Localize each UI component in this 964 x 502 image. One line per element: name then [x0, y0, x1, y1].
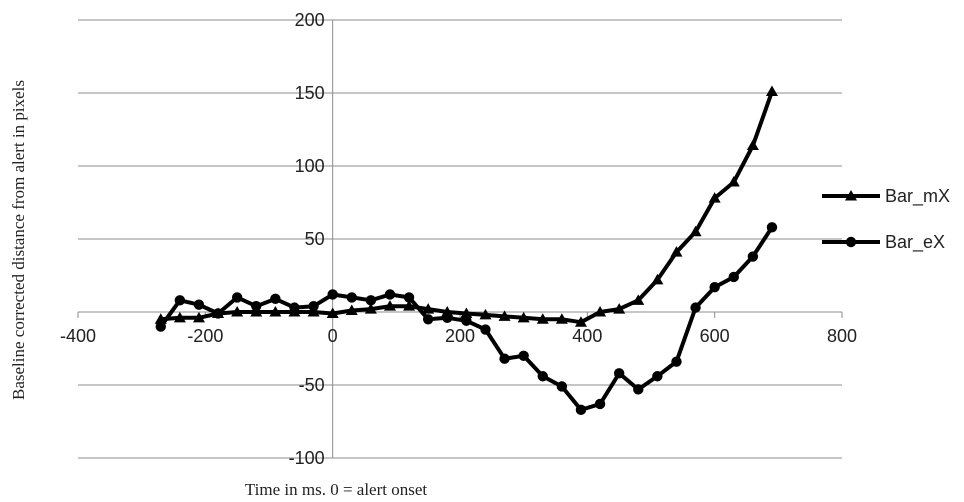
data-point-Bar_eX: [480, 324, 491, 335]
data-point-Bar_mX: [479, 308, 492, 320]
data-point-Bar_eX: [193, 299, 205, 310]
series-line-Bar_mX: [158, 89, 774, 325]
y-axis-title: Baseline corrected distance from alert i…: [9, 80, 28, 400]
data-point-Bar_mX: [651, 273, 664, 285]
data-point-Bar_eX: [633, 384, 644, 395]
data-point-Bar_mX: [326, 307, 339, 318]
data-point-Bar_eX: [537, 371, 548, 382]
data-point-Bar_mX: [670, 246, 683, 257]
data-point-Bar_eX: [575, 404, 587, 416]
data-point-Bar_eX: [690, 302, 701, 313]
x-tick-label: 400: [572, 326, 602, 346]
x-axis-title: Time in ms. 0 = alert onset: [245, 480, 428, 499]
data-point-Bar_eX: [308, 300, 319, 312]
legend-label: Bar_mX: [885, 186, 950, 207]
series-Bar_mX: [154, 85, 778, 327]
data-point-Bar_eX: [346, 292, 357, 303]
x-tick-label: 600: [700, 326, 730, 346]
y-tick-labels: -100 -50 50 100 150 200: [289, 10, 325, 468]
data-point-Bar_eX: [231, 292, 243, 303]
y-tick-label: -100: [289, 448, 325, 468]
data-point-Bar_eX: [671, 356, 682, 367]
data-point-Bar_mX: [727, 176, 740, 187]
y-tick-label: 150: [295, 83, 325, 103]
data-point-Bar_mX: [765, 85, 778, 97]
data-point-Bar_mX: [746, 139, 759, 151]
legend: Bar_mX Bar_eX: [822, 186, 950, 253]
data-point-Bar_mX: [192, 311, 205, 323]
series-group: [154, 85, 778, 416]
data-point-Bar_mX: [460, 307, 473, 318]
x-tick-label: 200: [445, 326, 475, 346]
data-point-Bar_eX: [709, 281, 720, 293]
y-tick-label: 50: [305, 229, 325, 249]
data-point-Bar_mX: [498, 310, 511, 321]
data-point-Bar_mX: [594, 306, 607, 317]
data-point-Bar_eX: [461, 315, 472, 326]
x-tick-labels: -400 -200 0 200 400 600 800: [60, 326, 857, 346]
data-point-Bar_mX: [536, 313, 549, 324]
data-point-Bar_mX: [632, 294, 645, 305]
data-point-Bar_eX: [212, 308, 224, 319]
legend-marker-circle: [845, 236, 857, 248]
data-point-Bar_eX: [403, 292, 415, 303]
x-tick-label: 0: [328, 326, 338, 346]
data-point-Bar_mX: [574, 316, 587, 327]
data-point-Bar_eX: [518, 350, 529, 361]
data-point-Bar_eX: [174, 295, 186, 306]
data-point-Bar_mX: [689, 225, 702, 237]
data-point-Bar_eX: [766, 222, 778, 233]
legend-marker-triangle: [845, 190, 857, 201]
data-point-Bar_eX: [251, 300, 262, 312]
legend-label: Bar_eX: [885, 232, 945, 253]
data-point-Bar_eX: [594, 398, 606, 410]
data-point-Bar_mX: [403, 300, 416, 311]
data-point-Bar_eX: [422, 314, 434, 325]
data-point-Bar_eX: [365, 295, 377, 306]
data-point-Bar_mX: [173, 311, 186, 323]
data-point-Bar_eX: [652, 371, 663, 382]
data-point-Bar_eX: [327, 289, 338, 300]
data-point-Bar_eX: [613, 368, 625, 379]
data-point-Bar_mX: [422, 303, 435, 314]
x-tick-label: 800: [827, 326, 857, 346]
data-point-Bar_mX: [364, 303, 377, 314]
data-point-Bar_eX: [384, 289, 396, 300]
data-point-Bar_eX: [270, 293, 281, 305]
data-point-Bar_mX: [517, 311, 530, 323]
data-point-Bar_mX: [345, 304, 358, 316]
x-tick-label: -200: [187, 326, 223, 346]
data-point-Bar_mX: [231, 306, 244, 317]
data-point-Bar_eX: [728, 271, 739, 283]
data-point-Bar_eX: [499, 353, 510, 364]
series-Bar_eX: [155, 222, 778, 416]
data-point-Bar_eX: [556, 381, 568, 392]
data-point-Bar_mX: [555, 313, 568, 324]
legend-item-Bar_mX: Bar_mX: [822, 186, 950, 207]
gridlines: [78, 19, 842, 459]
data-point-Bar_eX: [155, 321, 166, 332]
data-point-Bar_eX: [442, 312, 453, 324]
data-point-Bar_eX: [747, 251, 759, 262]
x-tick-label: -400: [60, 326, 96, 346]
y-tick-label: -50: [299, 375, 325, 395]
y-tick-label: 100: [295, 156, 325, 176]
data-point-Bar_eX: [289, 302, 300, 313]
data-point-Bar_mX: [613, 303, 626, 314]
data-point-Bar_mX: [383, 300, 396, 311]
y-tick-label: 200: [295, 10, 325, 30]
legend-item-Bar_eX: Bar_eX: [822, 232, 945, 253]
data-point-Bar_mX: [708, 192, 721, 203]
data-point-Bar_mX: [269, 306, 282, 317]
